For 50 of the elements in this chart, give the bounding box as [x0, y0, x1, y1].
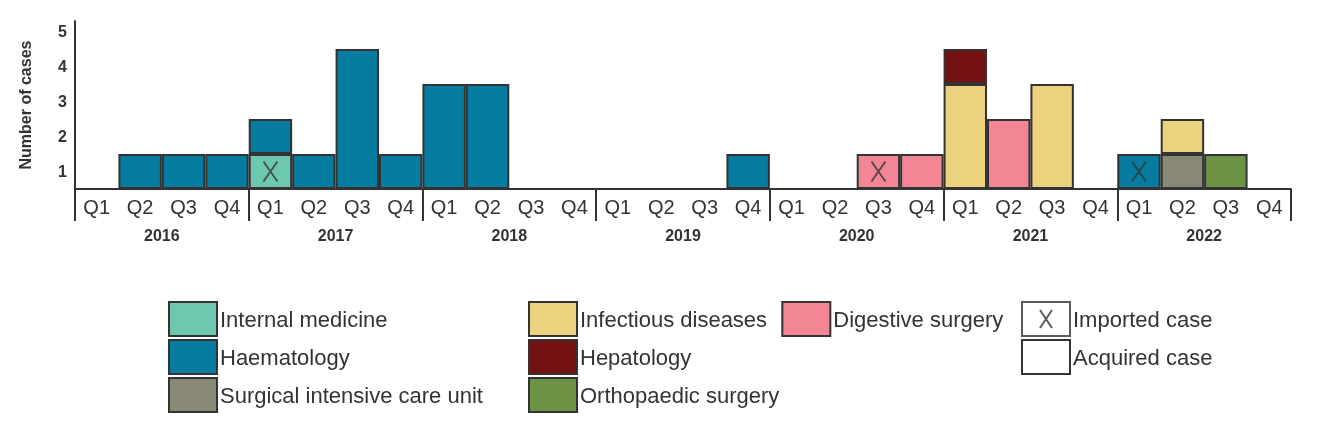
- y-tick-label: 5: [58, 23, 68, 40]
- x-tick-label: Q3: [691, 196, 719, 218]
- y-tick-label: 4: [58, 58, 68, 75]
- x-tick-label: Q4: [908, 196, 936, 218]
- x-tick-label: Q2: [647, 196, 675, 218]
- text: 2020: [838, 226, 875, 244]
- y-tick-label: 3: [58, 93, 68, 110]
- x-tick-label: Q3: [343, 196, 371, 218]
- x-tick-label: Q1: [257, 196, 284, 218]
- x-tick-label: Q1: [83, 196, 111, 218]
- x-tick-label: Q4: [734, 196, 762, 218]
- legend-label: Internal medicine: [220, 306, 388, 332]
- text: 2017: [317, 226, 354, 244]
- legend-label: Digestive surgery: [833, 306, 1004, 332]
- legend-label: Acquired case: [1073, 344, 1213, 370]
- text: 2016: [144, 226, 180, 244]
- x-tick-label: Q2: [995, 196, 1023, 218]
- x-tick-label: Q3: [1212, 196, 1240, 218]
- legend-label: Hepatology: [580, 344, 692, 370]
- legend-label: Orthopaedic surgery: [580, 382, 780, 408]
- x-tick-label: Q3: [865, 196, 892, 218]
- legend-label: Infectious diseases: [580, 306, 768, 332]
- x-tick-label: Q2: [821, 196, 849, 218]
- x-tick-label: Q4: [1255, 196, 1283, 218]
- x-tick-label: Q1: [951, 196, 979, 218]
- x-tick-label: Q2: [474, 196, 501, 218]
- text: 2019: [665, 226, 701, 244]
- x-tick-label: Q3: [1038, 196, 1066, 218]
- text: 2022: [1186, 226, 1223, 244]
- x-tick-label: Q3: [170, 196, 197, 218]
- text: 2018: [491, 226, 528, 244]
- x-tick-label: Q2: [1169, 196, 1196, 218]
- x-tick-label: Q1: [430, 196, 458, 218]
- x-tick-label: Q3: [517, 196, 545, 218]
- x-tick-label: Q1: [604, 196, 632, 218]
- x-tick-label: Q4: [387, 196, 415, 218]
- x-tick-label: Q1: [1125, 196, 1153, 218]
- x-tick-label: Q4: [1082, 196, 1109, 218]
- x-tick-label: Q2: [126, 196, 154, 218]
- x-tick-label: Q2: [300, 196, 328, 218]
- legend-label: Surgical intensive care unit: [220, 382, 483, 408]
- text: 2021: [1012, 226, 1049, 244]
- legend-label: Imported case: [1073, 306, 1213, 332]
- x-tick-label: Q4: [213, 196, 241, 218]
- legend-label: Haematology: [220, 344, 350, 370]
- y-axis-title: Number of cases: [16, 40, 34, 170]
- y-tick-label: 2: [58, 128, 68, 145]
- x-tick-label: Q4: [561, 196, 588, 218]
- y-tick-label: 1: [58, 163, 68, 180]
- x-tick-label: Q1: [778, 196, 805, 218]
